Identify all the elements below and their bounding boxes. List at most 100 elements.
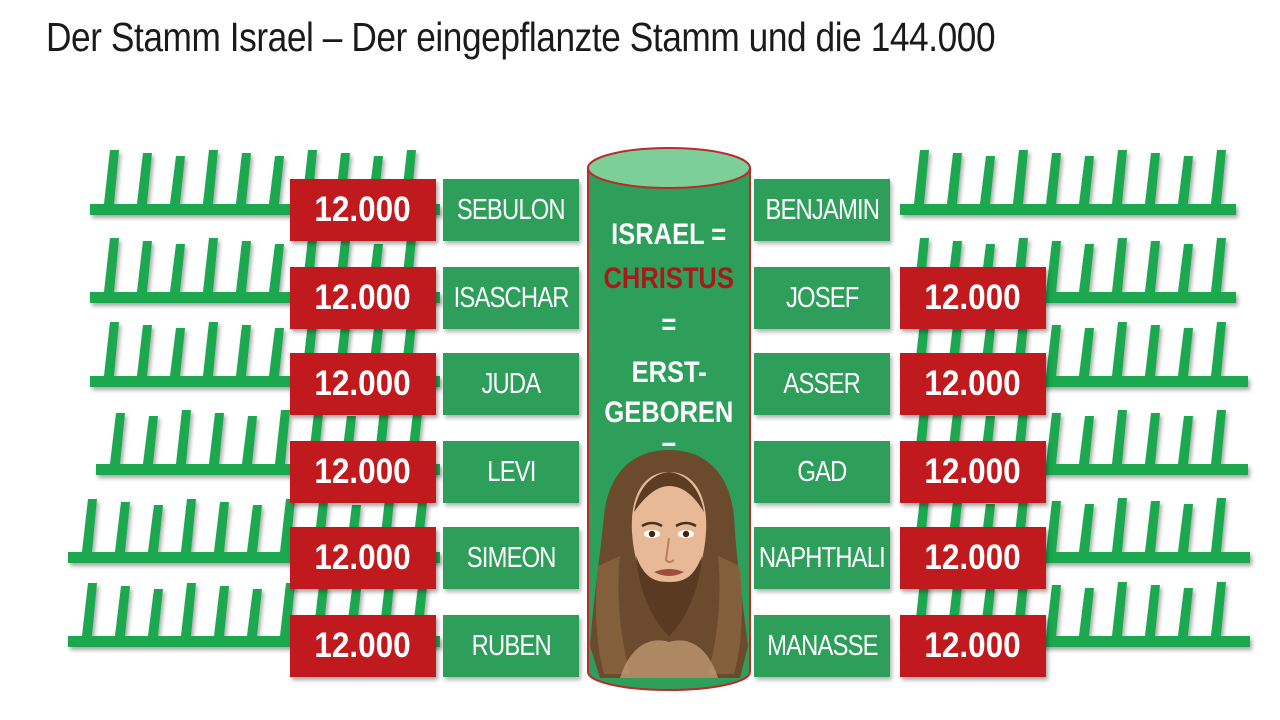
branch-leaf bbox=[115, 502, 130, 552]
tribe-ruben: RUBEN bbox=[443, 615, 579, 677]
branch-leaf bbox=[1079, 156, 1094, 204]
branch-leaf bbox=[1145, 241, 1160, 292]
branch-segment bbox=[90, 292, 440, 303]
branch-leaf bbox=[1178, 504, 1193, 552]
tribe-isaschar: ISASCHAR bbox=[443, 267, 579, 329]
branch-leaf bbox=[82, 583, 97, 636]
branch-leaf bbox=[82, 499, 97, 552]
branch-leaf bbox=[176, 410, 191, 464]
branch-leaf bbox=[203, 238, 218, 292]
branch-leaf bbox=[947, 153, 962, 204]
branch-leaf bbox=[1145, 325, 1160, 376]
branch-segment bbox=[900, 204, 1236, 215]
branch-leaf bbox=[1079, 328, 1094, 376]
tribe-josef: JOSEF bbox=[754, 267, 890, 329]
branch-leaf bbox=[236, 153, 251, 204]
branch-leaf bbox=[1211, 150, 1226, 204]
branch-leaf bbox=[203, 322, 218, 376]
branch-leaf bbox=[1112, 322, 1127, 376]
left-count-4: 12.000 bbox=[290, 441, 436, 503]
tribe-naphthali: NAPHTHALI bbox=[754, 527, 890, 589]
branch-leaf bbox=[1211, 498, 1226, 552]
pillar-text-geboren: GEBOREN bbox=[604, 396, 734, 429]
pillar-text-erst: ERST- bbox=[631, 356, 707, 389]
branch-leaf bbox=[170, 156, 185, 204]
left-count-6: 12.000 bbox=[290, 615, 436, 677]
branch-leaf bbox=[214, 586, 229, 636]
branch-leaf bbox=[1211, 238, 1226, 292]
branch-leaf bbox=[170, 328, 185, 376]
branch-leaf bbox=[1046, 585, 1061, 636]
pillar-text-equals-1: = bbox=[661, 308, 677, 341]
branch-leaf bbox=[1079, 504, 1094, 552]
tribe-benjamin: BENJAMIN bbox=[754, 179, 890, 241]
branch-leaf bbox=[1046, 501, 1061, 552]
right-count-6: 12.000 bbox=[900, 615, 1046, 677]
page-title: Der Stamm Israel – Der eingepflanzte Sta… bbox=[46, 14, 996, 60]
branch-leaf bbox=[143, 416, 158, 464]
branch-leaf bbox=[1145, 153, 1160, 204]
branch-leaf bbox=[1145, 413, 1160, 464]
branch-leaf bbox=[1046, 413, 1061, 464]
branch-segment bbox=[96, 464, 440, 475]
branch-leaf bbox=[1013, 150, 1028, 204]
branch-segment bbox=[90, 376, 440, 387]
branch-leaf bbox=[1112, 410, 1127, 464]
branch-leaf bbox=[170, 244, 185, 292]
branch-leaf bbox=[914, 150, 929, 204]
branch-leaf bbox=[1046, 153, 1061, 204]
branch-segment bbox=[900, 552, 1250, 563]
branch-leaf bbox=[1112, 238, 1127, 292]
branch-segment bbox=[900, 464, 1248, 475]
branch-leaf bbox=[110, 413, 125, 464]
branch-segment bbox=[900, 636, 1250, 647]
branch-leaf bbox=[247, 505, 262, 552]
left-count-2: 12.000 bbox=[290, 267, 436, 329]
branch-leaf bbox=[214, 502, 229, 552]
tribe-manasse: MANASSE bbox=[754, 615, 890, 677]
branch-leaf bbox=[1079, 588, 1094, 636]
branch-segment bbox=[900, 376, 1248, 387]
branch-leaf bbox=[1178, 244, 1193, 292]
branch-leaf bbox=[236, 325, 251, 376]
branch-segment bbox=[68, 636, 440, 647]
branch-leaf bbox=[137, 241, 152, 292]
branch-leaf bbox=[203, 150, 218, 204]
branch-segment bbox=[68, 552, 440, 563]
right-count-4: 12.000 bbox=[900, 441, 1046, 503]
branch-leaf bbox=[1145, 585, 1160, 636]
branch-leaf bbox=[242, 416, 257, 464]
branch-leaf bbox=[1112, 582, 1127, 636]
branch-leaf bbox=[104, 150, 119, 204]
left-count-5: 12.000 bbox=[290, 527, 436, 589]
left-count-1: 12.000 bbox=[290, 179, 436, 241]
branch-segment bbox=[90, 204, 440, 215]
tribe-asser: ASSER bbox=[754, 353, 890, 415]
branch-leaf bbox=[181, 583, 196, 636]
branch-leaf bbox=[269, 328, 284, 376]
branch-leaf bbox=[1079, 416, 1094, 464]
branch-leaf bbox=[269, 156, 284, 204]
branch-segment bbox=[900, 292, 1236, 303]
branch-leaf bbox=[104, 322, 119, 376]
branch-leaf bbox=[148, 505, 163, 552]
branch-leaf bbox=[1178, 328, 1193, 376]
branch-leaf bbox=[980, 156, 995, 204]
branch-leaf bbox=[181, 499, 196, 552]
branch-leaf bbox=[1211, 322, 1226, 376]
branch-leaf bbox=[209, 413, 224, 464]
branch-leaf bbox=[137, 153, 152, 204]
tribe-gad: GAD bbox=[754, 441, 890, 503]
branch-leaf bbox=[269, 244, 284, 292]
branch-leaf bbox=[1211, 582, 1226, 636]
jesus-portrait-icon bbox=[590, 450, 748, 678]
branch-leaf bbox=[104, 238, 119, 292]
tribe-levi: LEVI bbox=[443, 441, 579, 503]
branch-leaf bbox=[1112, 498, 1127, 552]
branch-leaf bbox=[236, 241, 251, 292]
branch-leaf bbox=[1046, 241, 1061, 292]
branch-leaf bbox=[148, 589, 163, 636]
branch-leaf bbox=[1178, 588, 1193, 636]
pillar-text-israel: ISRAEL = bbox=[611, 218, 727, 251]
branch-leaf bbox=[1145, 501, 1160, 552]
